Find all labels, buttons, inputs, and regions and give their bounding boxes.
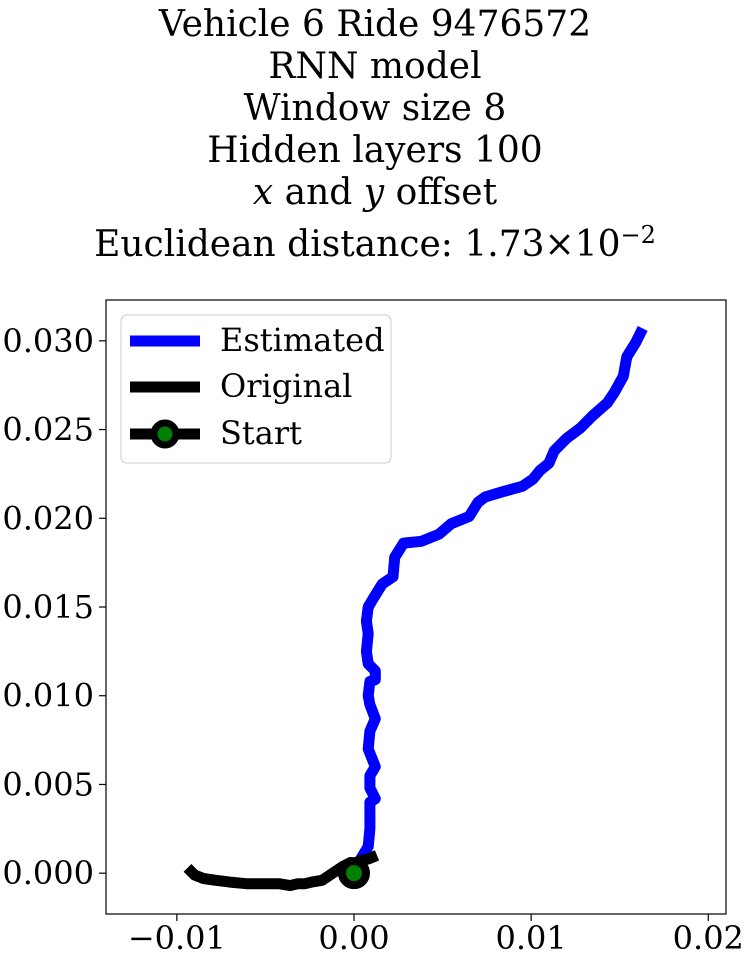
y-tick-label: 0.025 <box>2 411 94 449</box>
legend-estimated-label: Estimated <box>220 321 385 359</box>
title-dist-prefix: Euclidean distance: <box>94 224 465 265</box>
x-tick-label: −0.01 <box>128 919 226 957</box>
title-dist-mantissa: 1.73 <box>464 224 545 265</box>
title-line-hidden: Hidden layers 100 <box>207 130 543 171</box>
title-line-model: RNN model <box>268 46 482 87</box>
title-and: and <box>273 172 364 213</box>
title-dist-base: 10 <box>574 224 621 265</box>
legend: Estimated Original Start <box>120 314 392 464</box>
legend-original-label: Original <box>220 367 352 405</box>
y-tick-label: 0.000 <box>2 854 94 892</box>
title-line-distance: Euclidean distance: 1.73×10−2 <box>0 213 750 267</box>
title-x-var: x <box>252 172 274 213</box>
axes: −0.01 0.00 0.01 0.02 0.000 0.005 0.010 0.015 0.0… <box>2 322 744 957</box>
y-tick-label: 0.010 <box>2 677 94 715</box>
title-line-offset: x and y offset <box>0 171 750 215</box>
title-y-var: y <box>363 172 385 213</box>
title-line-window: Window size 8 <box>243 88 507 129</box>
x-tick-label: 0.02 <box>673 919 744 957</box>
title-dist-times: × <box>544 224 575 265</box>
y-tick-label: 0.005 <box>2 765 94 803</box>
x-tick-label: 0.00 <box>318 919 389 957</box>
estimated-trajectory-line <box>348 325 648 876</box>
plot-frame <box>105 299 727 915</box>
y-tick-label: 0.030 <box>2 322 94 360</box>
plot-area <box>183 325 648 892</box>
x-tick-label: 0.01 <box>496 919 567 957</box>
y-tick-label: 0.020 <box>2 499 94 537</box>
title-line-vehicle: Vehicle 6 Ride 9476572 <box>158 4 592 45</box>
title-offset-word: offset <box>384 172 498 213</box>
legend-start-marker <box>150 419 180 449</box>
legend-box <box>120 314 392 464</box>
start-point-marker <box>338 857 370 890</box>
y-tick-label: 0.015 <box>2 588 94 626</box>
title-dist-exponent: −2 <box>620 221 656 249</box>
legend-start-label: Start <box>220 414 302 452</box>
